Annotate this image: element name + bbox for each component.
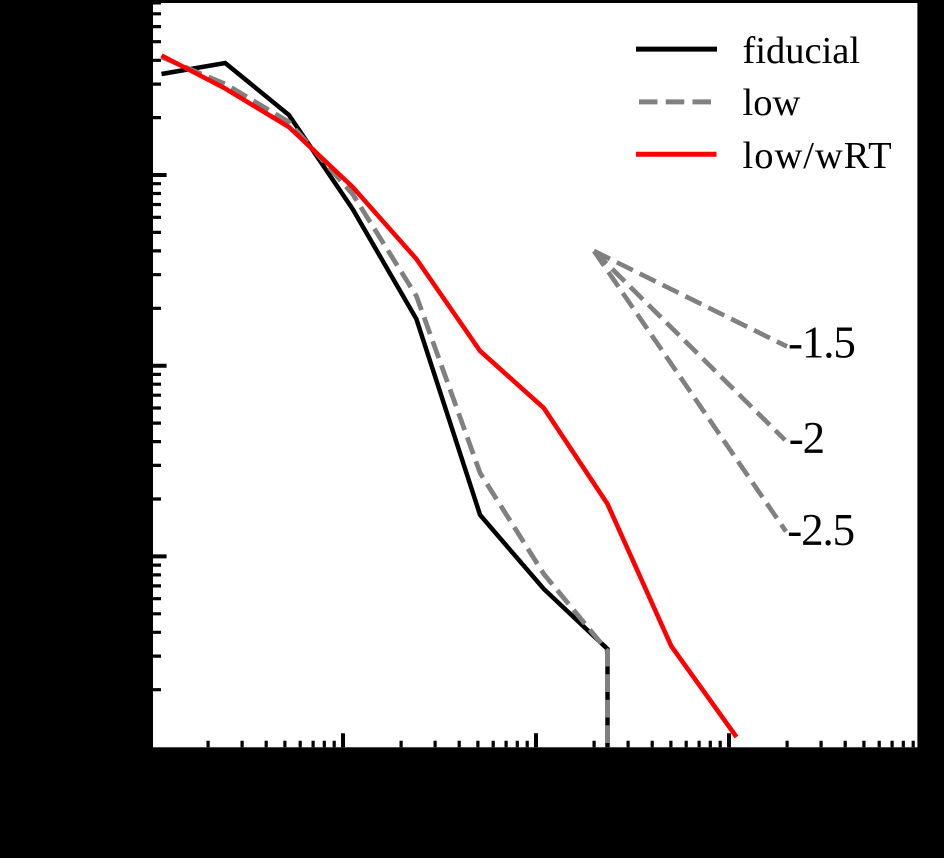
svg-text:low: low: [743, 82, 801, 124]
svg-text:low/wRT: low/wRT: [743, 135, 893, 177]
svg-text:-2: -2: [789, 413, 824, 463]
svg-text:fiducial: fiducial: [743, 30, 861, 72]
svg-text:-2.5: -2.5: [787, 505, 854, 555]
svg-text:-1.5: -1.5: [788, 318, 855, 368]
